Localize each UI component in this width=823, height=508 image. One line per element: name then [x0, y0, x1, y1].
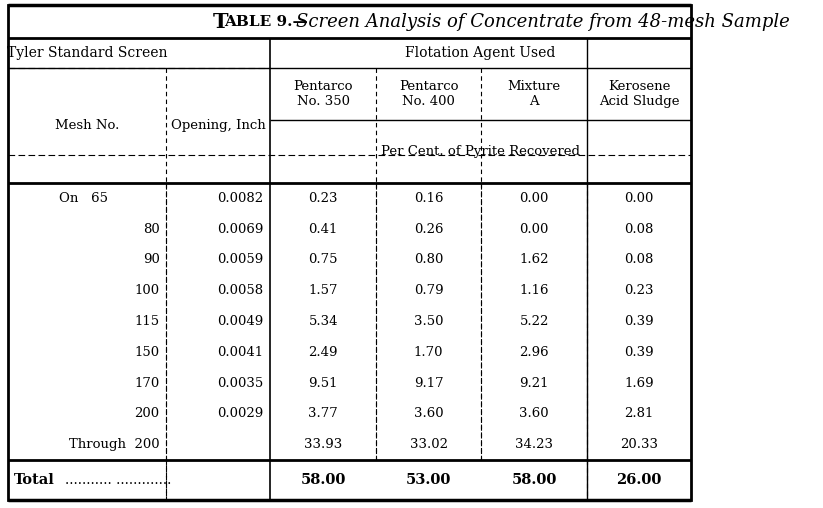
- Text: 2.96: 2.96: [519, 346, 549, 359]
- Text: 0.00: 0.00: [519, 192, 549, 205]
- Text: T: T: [213, 12, 229, 32]
- Text: 0.23: 0.23: [309, 192, 338, 205]
- Text: 0.0059: 0.0059: [217, 253, 263, 266]
- Text: 0.0049: 0.0049: [217, 315, 263, 328]
- Text: Kerosene
Acid Sludge: Kerosene Acid Sludge: [599, 80, 679, 108]
- Text: Per Cent. of Pyrite Recovered: Per Cent. of Pyrite Recovered: [381, 145, 580, 158]
- Text: 58.00: 58.00: [512, 473, 557, 487]
- Text: ........... .............: ........... .............: [65, 473, 171, 487]
- Text: 115: 115: [134, 315, 160, 328]
- Text: 0.79: 0.79: [414, 284, 444, 297]
- Text: Screen Analysis of Concentrate from 48-mesh Sample: Screen Analysis of Concentrate from 48-m…: [295, 13, 789, 31]
- Text: 3.60: 3.60: [414, 407, 444, 420]
- Text: Tyler Standard Screen: Tyler Standard Screen: [7, 46, 168, 60]
- Text: 0.26: 0.26: [414, 223, 444, 236]
- Text: Flotation Agent Used: Flotation Agent Used: [406, 46, 556, 60]
- Text: 34.23: 34.23: [515, 438, 553, 451]
- Text: 0.00: 0.00: [519, 223, 549, 236]
- Text: Opening, Inch: Opening, Inch: [171, 119, 266, 132]
- Text: 0.0041: 0.0041: [217, 346, 263, 359]
- Text: Pentarco
No. 400: Pentarco No. 400: [399, 80, 458, 108]
- Text: 90: 90: [143, 253, 160, 266]
- Text: 33.93: 33.93: [305, 438, 342, 451]
- Text: 0.39: 0.39: [624, 346, 653, 359]
- Text: 1.69: 1.69: [624, 376, 653, 390]
- Text: 1.70: 1.70: [414, 346, 444, 359]
- Text: 0.23: 0.23: [625, 284, 653, 297]
- Text: 5.22: 5.22: [519, 315, 549, 328]
- Text: 3.50: 3.50: [414, 315, 444, 328]
- Text: 0.16: 0.16: [414, 192, 444, 205]
- Text: 170: 170: [134, 376, 160, 390]
- Text: Total: Total: [13, 473, 54, 487]
- Text: 20.33: 20.33: [620, 438, 658, 451]
- Text: 3.77: 3.77: [309, 407, 338, 420]
- Text: 0.00: 0.00: [625, 192, 653, 205]
- Text: 0.0069: 0.0069: [217, 223, 263, 236]
- Text: 150: 150: [134, 346, 160, 359]
- Text: ABLE 9.—: ABLE 9.—: [224, 15, 308, 29]
- Text: 33.02: 33.02: [410, 438, 448, 451]
- Text: Mixture
A: Mixture A: [508, 80, 560, 108]
- Text: 0.41: 0.41: [309, 223, 338, 236]
- Text: Pentarco
No. 350: Pentarco No. 350: [294, 80, 353, 108]
- Text: 1.16: 1.16: [519, 284, 549, 297]
- Text: 0.39: 0.39: [624, 315, 653, 328]
- Text: Mesh No.: Mesh No.: [55, 119, 119, 132]
- Text: On   65: On 65: [58, 192, 108, 205]
- Text: 80: 80: [143, 223, 160, 236]
- Text: 1.62: 1.62: [519, 253, 549, 266]
- Text: 0.0058: 0.0058: [217, 284, 263, 297]
- Text: 2.49: 2.49: [309, 346, 338, 359]
- Text: 100: 100: [134, 284, 160, 297]
- Text: 58.00: 58.00: [300, 473, 346, 487]
- Text: 3.60: 3.60: [519, 407, 549, 420]
- Text: 0.75: 0.75: [309, 253, 338, 266]
- Text: Through  200: Through 200: [69, 438, 160, 451]
- Text: 0.0029: 0.0029: [217, 407, 263, 420]
- Text: 1.57: 1.57: [309, 284, 338, 297]
- Text: 200: 200: [134, 407, 160, 420]
- Text: 2.81: 2.81: [625, 407, 653, 420]
- Text: 9.17: 9.17: [414, 376, 444, 390]
- Text: 9.51: 9.51: [309, 376, 338, 390]
- Text: 0.80: 0.80: [414, 253, 444, 266]
- Text: 0.0082: 0.0082: [217, 192, 263, 205]
- Text: 0.08: 0.08: [625, 253, 653, 266]
- Text: 0.08: 0.08: [625, 223, 653, 236]
- Text: 0.0035: 0.0035: [217, 376, 263, 390]
- Text: 9.21: 9.21: [519, 376, 549, 390]
- Text: 5.34: 5.34: [309, 315, 338, 328]
- Text: 53.00: 53.00: [406, 473, 451, 487]
- Text: 26.00: 26.00: [616, 473, 662, 487]
